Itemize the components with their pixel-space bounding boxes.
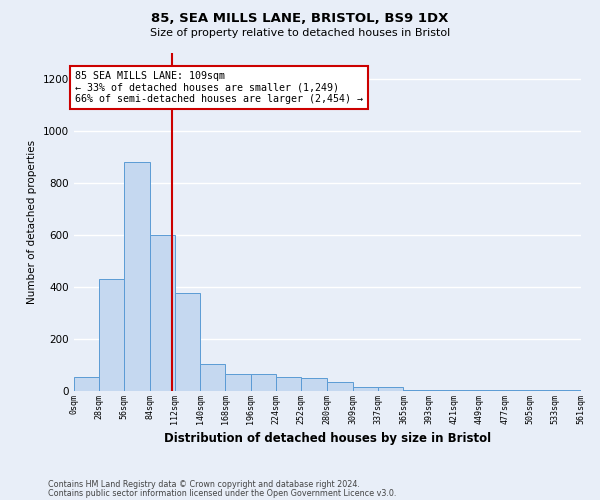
- Bar: [530, 390, 555, 391]
- Bar: [301, 378, 326, 391]
- Bar: [378, 387, 403, 391]
- Bar: [251, 374, 276, 391]
- Bar: [200, 364, 226, 391]
- Bar: [226, 374, 251, 391]
- Bar: [479, 390, 505, 391]
- Bar: [326, 382, 353, 391]
- Bar: [124, 162, 149, 391]
- Text: Contains public sector information licensed under the Open Government Licence v3: Contains public sector information licen…: [48, 489, 397, 498]
- Bar: [149, 234, 175, 391]
- Bar: [505, 390, 530, 391]
- X-axis label: Distribution of detached houses by size in Bristol: Distribution of detached houses by size …: [164, 432, 491, 445]
- Bar: [353, 387, 378, 391]
- Bar: [99, 279, 124, 391]
- Bar: [403, 390, 429, 391]
- Bar: [555, 390, 581, 391]
- Text: Size of property relative to detached houses in Bristol: Size of property relative to detached ho…: [150, 28, 450, 38]
- Text: 85, SEA MILLS LANE, BRISTOL, BS9 1DX: 85, SEA MILLS LANE, BRISTOL, BS9 1DX: [151, 12, 449, 26]
- Bar: [429, 390, 454, 391]
- Y-axis label: Number of detached properties: Number of detached properties: [27, 140, 37, 304]
- Bar: [454, 390, 479, 391]
- Bar: [74, 376, 99, 391]
- Text: Contains HM Land Registry data © Crown copyright and database right 2024.: Contains HM Land Registry data © Crown c…: [48, 480, 360, 489]
- Text: 85 SEA MILLS LANE: 109sqm
← 33% of detached houses are smaller (1,249)
66% of se: 85 SEA MILLS LANE: 109sqm ← 33% of detac…: [76, 70, 364, 104]
- Bar: [276, 376, 301, 391]
- Bar: [175, 294, 200, 391]
